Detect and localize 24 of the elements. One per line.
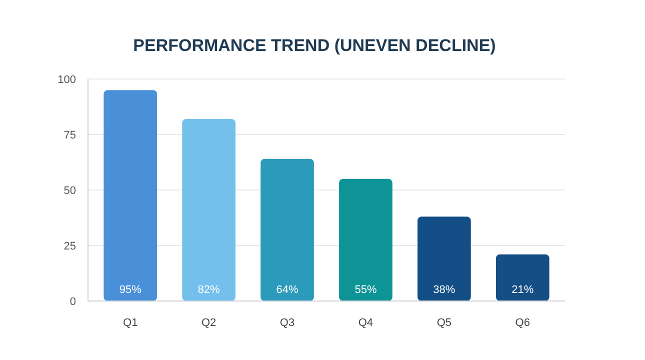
bar — [496, 254, 550, 301]
bar — [260, 158, 314, 301]
x-tick-label: Q6 — [515, 317, 530, 329]
data-label: 55% — [354, 284, 377, 296]
y-tick-label: 50 — [64, 184, 76, 197]
y-tick-label: 75 — [64, 129, 76, 142]
y-tick-label: 0 — [70, 296, 76, 308]
bar — [418, 216, 471, 301]
bar — [104, 90, 158, 301]
chart-title: PERFORMANCE TREND (UNEVEN DECLINE) — [133, 36, 496, 55]
bar — [339, 178, 392, 301]
x-tick-label: Q5 — [436, 317, 452, 329]
data-label: 82% — [198, 284, 220, 296]
x-tick-label: Q3 — [280, 317, 295, 329]
data-label: 95% — [119, 284, 142, 296]
data-label: 21% — [512, 284, 534, 296]
data-label: 38% — [433, 284, 456, 296]
bar — [182, 118, 236, 301]
y-tick-label: 25 — [64, 240, 76, 252]
data-label: 64% — [276, 284, 298, 296]
y-tick-label: 100 — [58, 74, 76, 86]
x-tick-label: Q4 — [358, 317, 374, 329]
x-tick-label: Q1 — [123, 317, 138, 329]
x-tick-label: Q2 — [201, 317, 216, 329]
